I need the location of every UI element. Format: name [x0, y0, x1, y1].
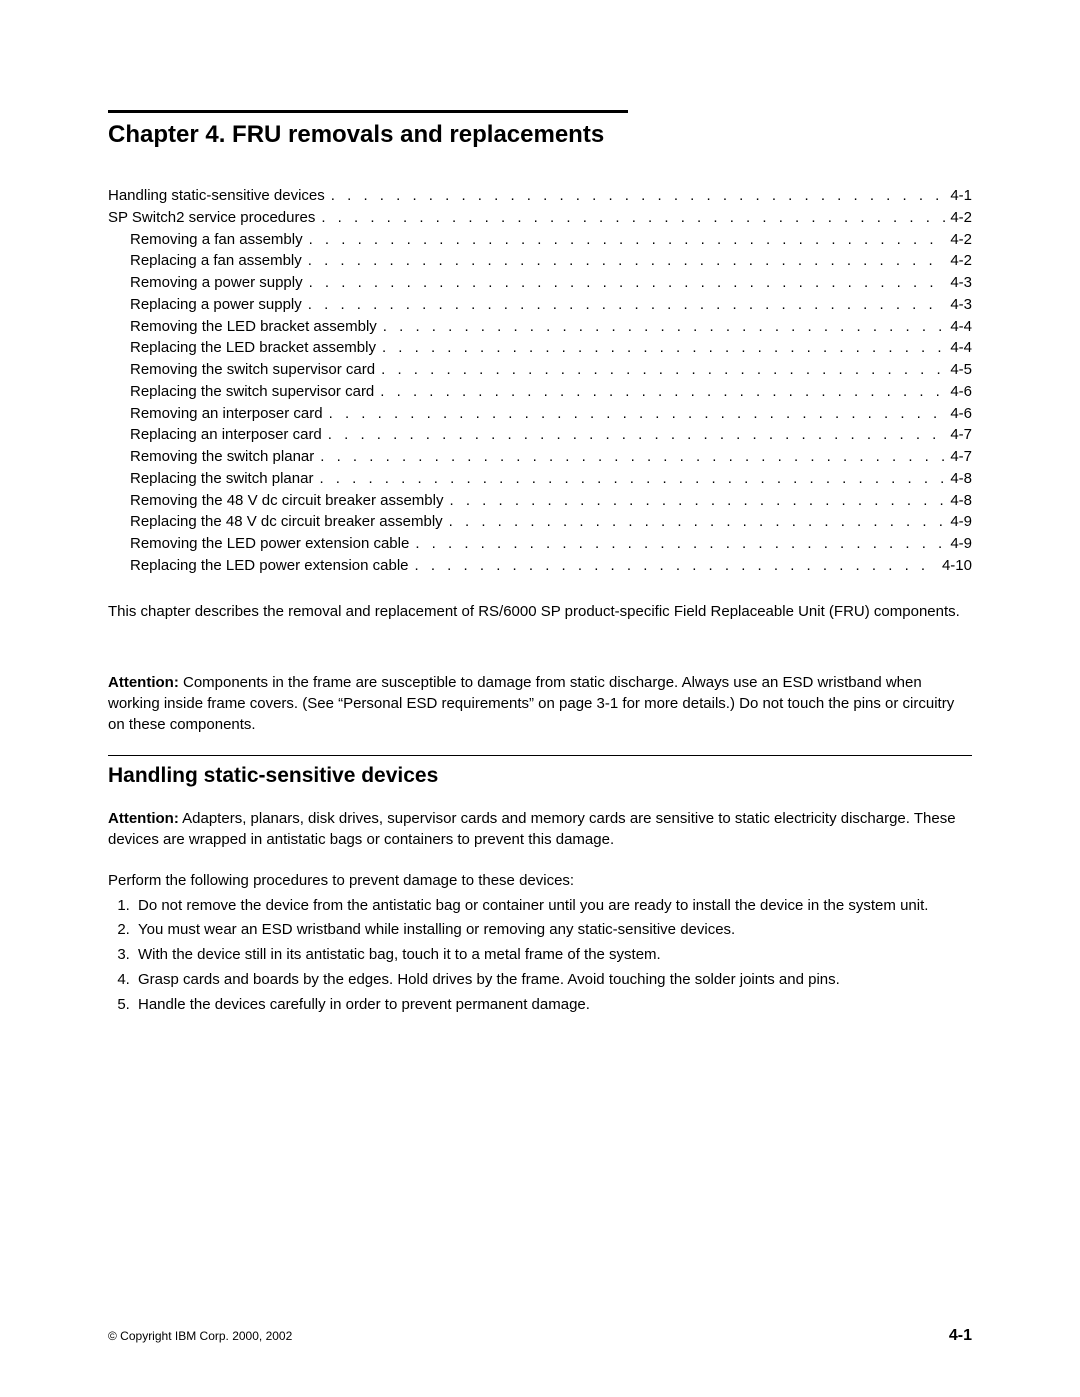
toc-dots [313, 468, 946, 490]
toc-row: Removing an interposer card 4-6 [108, 403, 972, 425]
toc-row: Removing the 48 V dc circuit breaker ass… [108, 490, 972, 512]
toc-row: Removing a power supply 4-3 [108, 272, 972, 294]
toc-page: 4-7 [946, 446, 972, 468]
toc-page: 4-8 [946, 490, 972, 512]
toc-dots [302, 250, 947, 272]
toc-label: Removing the LED bracket assembly [130, 316, 377, 338]
toc-dots [303, 272, 947, 294]
toc-page: 4-3 [946, 272, 972, 294]
toc-label: Removing a power supply [130, 272, 303, 294]
toc-page: 4-10 [938, 555, 972, 577]
toc-row: Replacing the LED bracket assembly 4-4 [108, 337, 972, 359]
procedures-list: Do not remove the device from the antist… [108, 895, 972, 1016]
attention-label: Attention: [108, 674, 179, 691]
toc-row: Replacing a fan assembly 4-2 [108, 250, 972, 272]
list-item: Grasp cards and boards by the edges. Hol… [134, 969, 972, 991]
toc-label: Removing the 48 V dc circuit breaker ass… [130, 490, 443, 512]
procedures-intro: Perform the following procedures to prev… [108, 870, 972, 891]
copyright: © Copyright IBM Corp. 2000, 2002 [108, 1329, 292, 1343]
list-item: You must wear an ESD wristband while ins… [134, 919, 972, 941]
list-item: Handle the devices carefully in order to… [134, 994, 972, 1016]
toc-page: 4-9 [946, 511, 972, 533]
toc-page: 4-6 [946, 403, 972, 425]
list-item: Do not remove the device from the antist… [134, 895, 972, 917]
toc-label: Replacing the LED power extension cable [130, 555, 409, 577]
toc-row: Removing a fan assembly 4-2 [108, 229, 972, 251]
attention-2: Attention: Adapters, planars, disk drive… [108, 808, 972, 850]
toc-page: 4-2 [946, 207, 972, 229]
toc-row: Replacing an interposer card 4-7 [108, 424, 972, 446]
toc-page: 4-3 [946, 294, 972, 316]
page-number: 4-1 [949, 1327, 972, 1345]
table-of-contents: Handling static-sensitive devices4-1SP S… [108, 185, 972, 577]
toc-row: Removing the LED power extension cable 4-… [108, 533, 972, 555]
toc-page: 4-8 [946, 468, 972, 490]
toc-page: 4-6 [946, 381, 972, 403]
toc-page: 4-2 [946, 250, 972, 272]
toc-label: Handling static-sensitive devices [108, 185, 325, 207]
attention-label: Attention: [108, 810, 179, 827]
toc-page: 4-2 [946, 229, 972, 251]
toc-dots [409, 533, 946, 555]
toc-row: Removing the switch supervisor card 4-5 [108, 359, 972, 381]
toc-label: Removing the switch planar [130, 446, 314, 468]
toc-label: Replacing the 48 V dc circuit breaker as… [130, 511, 443, 533]
page-footer: © Copyright IBM Corp. 2000, 2002 4-1 [108, 1327, 972, 1345]
toc-page: 4-4 [946, 316, 972, 338]
toc-row: Replacing the LED power extension cable 4… [108, 555, 972, 577]
toc-label: Removing an interposer card [130, 403, 323, 425]
toc-label: Removing the LED power extension cable [130, 533, 409, 555]
toc-page: 4-1 [946, 185, 972, 207]
toc-label: Replacing the switch supervisor card [130, 381, 374, 403]
toc-dots [376, 337, 946, 359]
toc-row: Removing the LED bracket assembly 4-4 [108, 316, 972, 338]
toc-dots [409, 555, 938, 577]
toc-label: Replacing a power supply [130, 294, 302, 316]
attention-text: Components in the frame are susceptible … [108, 674, 954, 733]
toc-row: Handling static-sensitive devices 4-1 [108, 185, 972, 207]
toc-row: Replacing a power supply 4-3 [108, 294, 972, 316]
toc-label: Replacing an interposer card [130, 424, 322, 446]
toc-dots [323, 403, 947, 425]
section-title: Handling static-sensitive devices [108, 764, 972, 788]
toc-row: SP Switch2 service procedures 4-2 [108, 207, 972, 229]
section-rule [108, 755, 972, 756]
toc-page: 4-9 [946, 533, 972, 555]
toc-dots [315, 207, 946, 229]
toc-label: SP Switch2 service procedures [108, 207, 315, 229]
toc-dots [325, 185, 947, 207]
toc-page: 4-7 [946, 424, 972, 446]
toc-row: Replacing the switch supervisor card 4-6 [108, 381, 972, 403]
attention-text: Adapters, planars, disk drives, supervis… [108, 810, 956, 848]
toc-row: Replacing the 48 V dc circuit breaker as… [108, 511, 972, 533]
toc-label: Replacing a fan assembly [130, 250, 302, 272]
toc-page: 4-5 [946, 359, 972, 381]
toc-dots [314, 446, 946, 468]
toc-dots [322, 424, 947, 446]
list-item: With the device still in its antistatic … [134, 944, 972, 966]
chapter-rule [108, 110, 628, 113]
toc-row: Replacing the switch planar 4-8 [108, 468, 972, 490]
toc-dots [303, 229, 947, 251]
toc-dots [374, 381, 946, 403]
toc-label: Removing a fan assembly [130, 229, 303, 251]
toc-row: Removing the switch planar 4-7 [108, 446, 972, 468]
toc-label: Removing the switch supervisor card [130, 359, 375, 381]
intro-paragraph: This chapter describes the removal and r… [108, 601, 972, 622]
attention-1: Attention: Components in the frame are s… [108, 672, 972, 735]
toc-dots [443, 490, 946, 512]
toc-dots [377, 316, 947, 338]
toc-label: Replacing the switch planar [130, 468, 313, 490]
toc-dots [302, 294, 947, 316]
toc-dots [375, 359, 946, 381]
toc-label: Replacing the LED bracket assembly [130, 337, 376, 359]
chapter-title: Chapter 4. FRU removals and replacements [108, 121, 972, 149]
toc-page: 4-4 [946, 337, 972, 359]
toc-dots [443, 511, 947, 533]
